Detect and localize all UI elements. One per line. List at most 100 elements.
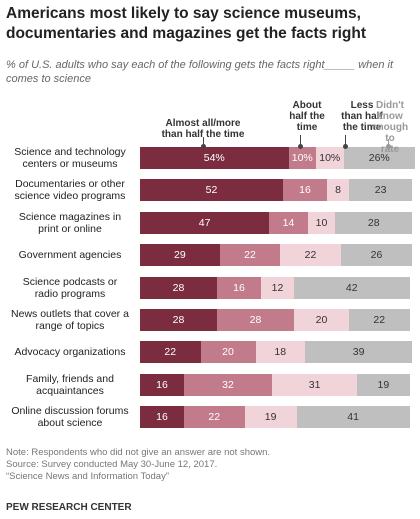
value-label: 31 [308,378,321,391]
legend-dot [386,144,391,149]
bar-segment [217,309,294,331]
bar-segment [219,244,281,267]
source-title: “Science News and Information Today” [6,471,169,482]
bar-segment [296,406,410,429]
legend-connector [203,137,204,147]
value-label: 28 [172,314,185,326]
category-label: Science podcasts or radio programs [22,275,118,300]
note: Note: Respondents who did not give an an… [6,447,271,458]
category-label: News outlets that cover a range of topic… [11,308,129,332]
value-label: 32 [222,378,234,391]
bar-segment [294,309,349,331]
bar-segment [140,211,270,234]
value-label: 22 [373,314,386,326]
legend-header: About half the time [289,100,325,133]
bar-segment [349,309,410,331]
value-label: 20 [222,346,234,359]
value-label: 19 [264,411,277,424]
bar-segment [335,211,413,234]
value-label: 16 [233,281,245,294]
bar-segment [244,406,297,429]
value-label: 29 [174,249,186,262]
bar-segment [140,309,217,331]
legend-header: Almost all/more than half the time [161,118,245,140]
category-label: Science magazines in print or online [18,210,122,235]
value-label: 8 [335,184,341,197]
value-label: 10% [291,152,313,164]
legend-connector [345,135,346,147]
legend-connector [388,139,389,147]
bar-segment [140,244,220,267]
bar-segment [217,276,261,299]
bar-segment [357,373,410,396]
value-label: 41 [347,411,359,424]
value-label: 22 [164,346,177,359]
bar-segment [140,276,217,299]
value-label: 22 [304,249,317,262]
bar-segment [272,373,358,396]
category-label: Family, friends and acquaintances [26,372,114,397]
bar-segment [343,147,415,169]
bar-segment [280,244,341,267]
legend-header: Less than half the time [341,100,383,133]
bar-segment [184,373,272,396]
value-label: 10 [315,216,328,229]
bar-segment [184,406,245,429]
bar-segment [327,179,349,202]
bar-segment [294,276,410,299]
value-label: 26 [370,249,383,262]
value-label: 47 [198,216,211,229]
bar-segment [316,147,344,169]
category-label: Online discussion forums about science [11,405,129,430]
value-label: 28 [172,281,185,294]
bar-segment [140,406,184,429]
value-label: 16 [156,378,168,391]
value-label: 16 [299,184,311,197]
value-label: 28 [367,216,380,229]
value-label: 20 [315,314,328,326]
bar-segment [305,341,413,364]
value-label: 42 [345,281,358,294]
chart-title: Americans most likely to say science mus… [6,5,367,42]
category-label: Advocacy organizations [14,346,126,359]
value-label: 14 [282,216,295,229]
category-label: Science and technology centers or museum… [14,146,126,170]
bar-segment [307,211,336,234]
value-label: 16 [156,411,168,424]
bar-segment [140,179,283,202]
bar-segment [140,341,201,364]
bar-segment [340,244,413,267]
value-label: 22 [244,249,256,262]
value-label: 28 [249,314,262,326]
value-label: 26% [368,152,390,164]
bar-segment [255,341,305,364]
brand: PEW RESEARCH CENTER [6,502,132,513]
bar-segment [288,147,316,169]
bar-segment [140,373,184,396]
chart-subtitle: % of U.S. adults who say each of the fol… [6,59,394,85]
bar-segment [349,179,413,202]
value-label: 39 [352,346,365,359]
legend-dot [298,144,303,149]
value-label: 10% [319,152,341,164]
bar-segment [140,147,289,169]
value-label: 22 [208,411,221,424]
source: Source: Survey conducted May 30-June 12,… [6,459,218,470]
value-label: 12 [271,281,284,294]
value-label: 52 [205,184,218,197]
legend-header: Didn't know enough to rate [371,100,409,155]
bar-segment [261,276,294,299]
bar-segment [269,211,308,234]
category-label: Documentaries or other science video pro… [14,178,126,203]
value-label: 19 [377,378,390,391]
bar-segment [200,341,256,364]
bar-segment [283,179,327,202]
legend-connector [300,135,301,147]
value-label: 18 [274,346,287,359]
value-label: 23 [374,184,387,197]
legend-dot [343,144,348,149]
legend-dot [201,144,206,149]
value-label: 54% [203,152,225,164]
category-label: Government agencies [18,249,122,262]
